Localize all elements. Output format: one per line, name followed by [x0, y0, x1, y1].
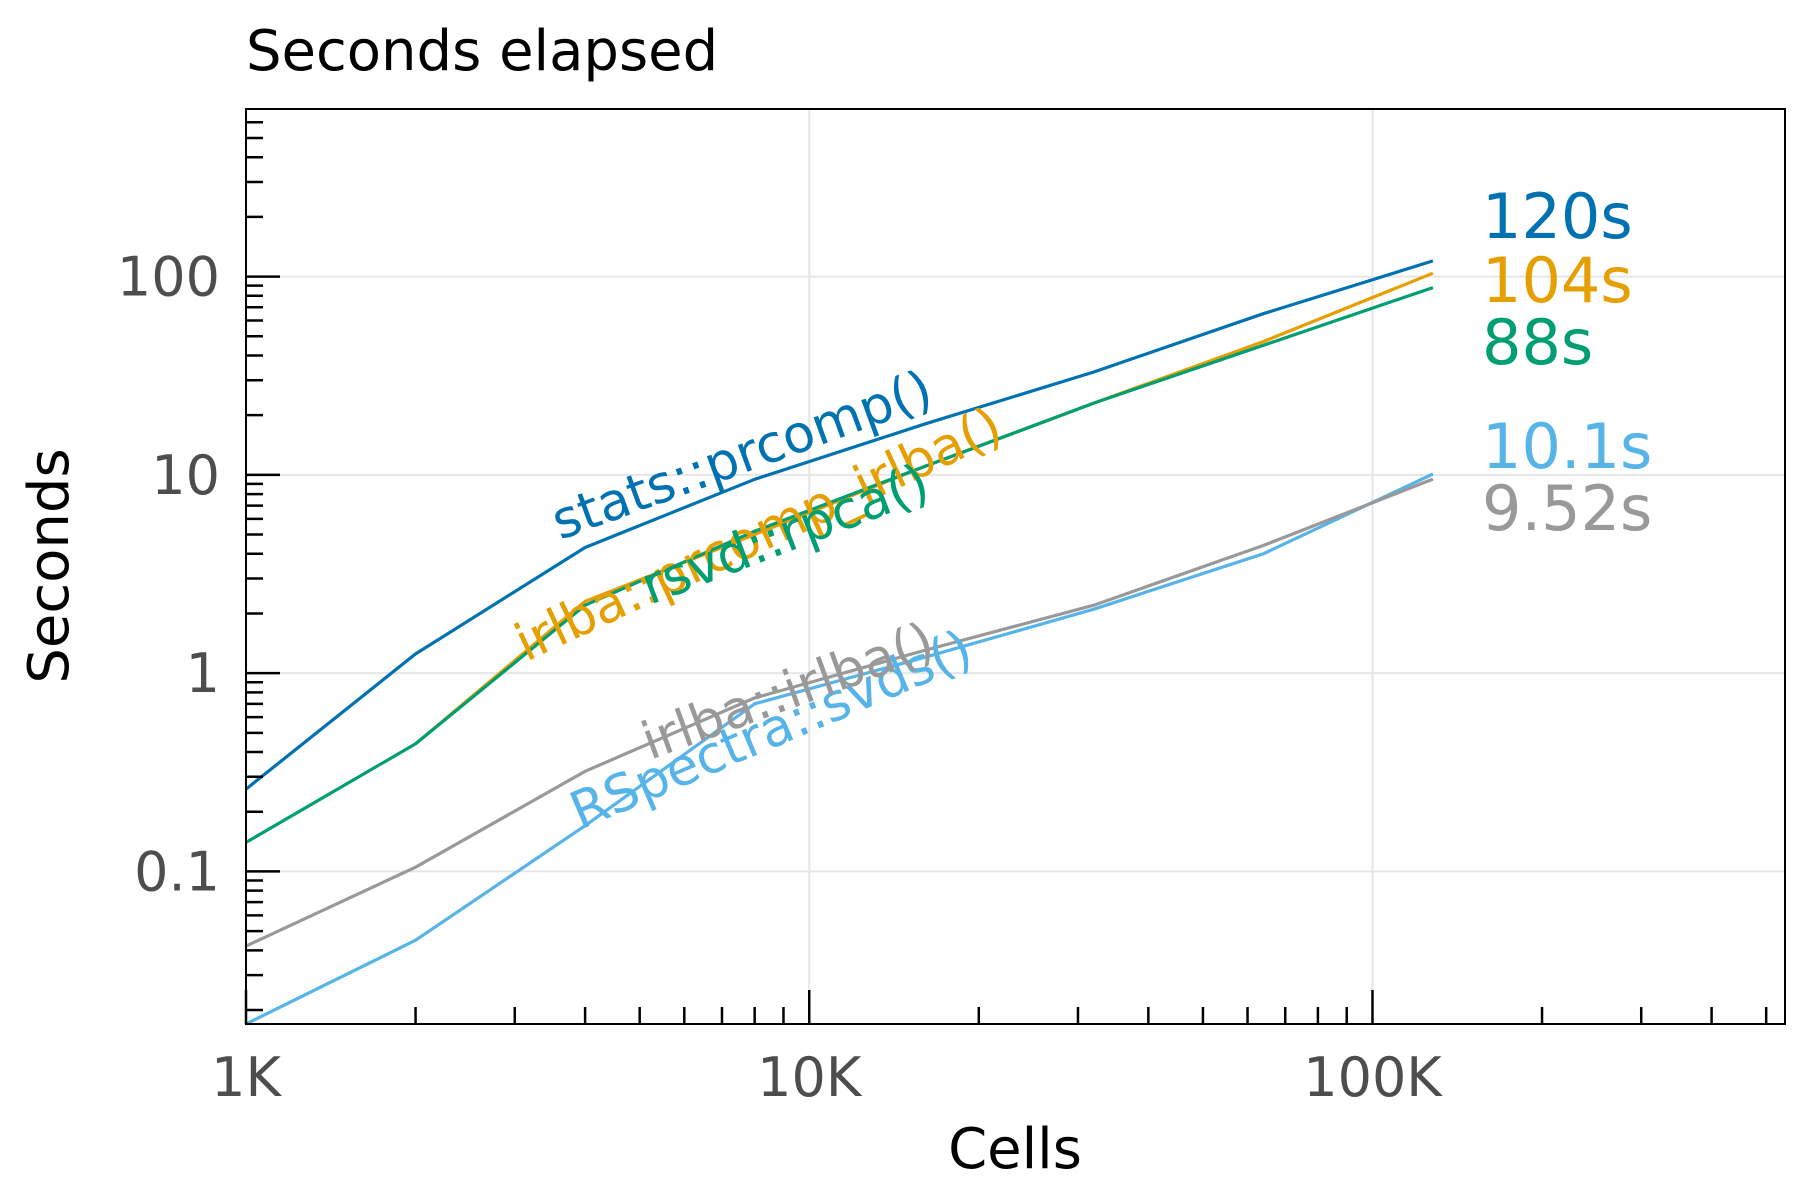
series-lines [245, 259, 1434, 1026]
series-labels: stats::prcomp()irlba::prcomp_irlba()rsvd… [506, 359, 1011, 842]
y-tick-label: 0.1 [134, 840, 220, 903]
end-label-irlba-irlba: 9.52s [1482, 472, 1652, 545]
series-line-stats-prcomp [245, 259, 1434, 791]
end-label-stats-prcomp: 120s [1482, 180, 1633, 253]
end-label-irlba-prcomp-irlba: 104s [1482, 244, 1633, 317]
x-axis-label: Cells [948, 1117, 1082, 1182]
series-line-rsvd-rpca [245, 286, 1434, 844]
series-line-rspectra-svds [245, 472, 1434, 1026]
chart-title: Seconds elapsed [246, 19, 718, 84]
x-tick-label: 100K [1303, 1046, 1443, 1109]
y-tick-label: 1 [186, 642, 220, 705]
y-tick-label: 10 [151, 444, 220, 507]
end-label-rsvd-rpca: 88s [1482, 306, 1593, 379]
end-label-rspectra-svds: 10.1s [1482, 410, 1652, 483]
y-axis-label: Seconds [17, 448, 82, 683]
series-line-irlba-irlba [245, 477, 1434, 948]
y-tick-label: 100 [117, 246, 220, 309]
tick-labels: 1K 10K 100K 0.1 1 10 100 [117, 246, 1443, 1109]
x-tick-label: 1K [211, 1046, 282, 1109]
x-tick-label: 10K [757, 1046, 863, 1109]
plot-frame [245, 108, 1786, 1025]
